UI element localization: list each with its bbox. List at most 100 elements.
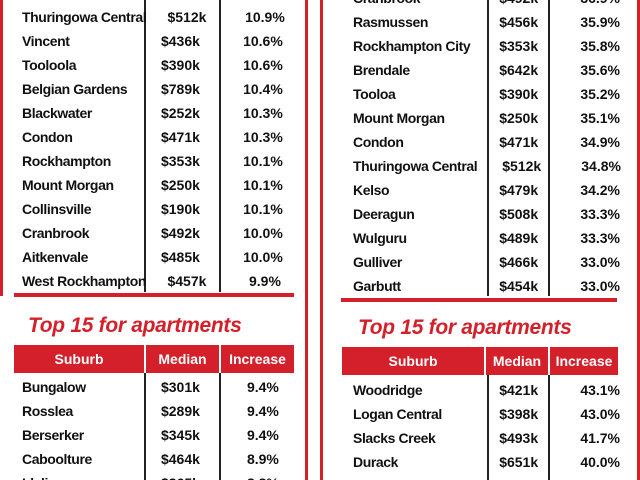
table-row: Gulliver $466k 33.0% bbox=[320, 250, 636, 274]
suburb-cell: Logan Central bbox=[353, 406, 442, 422]
table-row: Rosslea $289k 9.4% bbox=[0, 399, 300, 423]
suburb-cell: Brendale bbox=[353, 62, 410, 78]
table-row: Tooloa $390k 35.2% bbox=[320, 82, 636, 106]
table-row: Berserker $345k 9.4% bbox=[0, 423, 300, 447]
suburb-cell: Durack bbox=[353, 454, 399, 470]
right-left-border bbox=[320, 0, 323, 480]
header-suburb: Suburb bbox=[54, 351, 104, 367]
increase-cell: 10.0% bbox=[243, 249, 283, 265]
increase-cell: 10.1% bbox=[243, 201, 283, 217]
table-row: Blackwater $252k 10.3% bbox=[0, 101, 300, 125]
increase-cell: 10.1% bbox=[243, 153, 283, 169]
increase-cell: 8.8% bbox=[226, 475, 300, 480]
apartments-heading-right: Top 15 for apartments bbox=[358, 316, 572, 339]
median-cell: $512k bbox=[167, 9, 207, 25]
suburb-cell: Thuringowa Central bbox=[22, 9, 147, 25]
median-cell: $479k bbox=[499, 182, 539, 198]
increase-cell: 43.1% bbox=[580, 382, 621, 398]
suburb-cell: Collinsville bbox=[22, 201, 92, 217]
suburb-cell: West Rockhampton bbox=[22, 273, 147, 289]
table-row: Wulguru $489k 33.3% bbox=[320, 226, 636, 250]
increase-cell: 41.7% bbox=[580, 430, 621, 446]
header-divider bbox=[484, 347, 486, 375]
suburb-cell: Vincent bbox=[22, 33, 70, 49]
suburb-cell: Aitkenvale bbox=[22, 249, 89, 265]
increase-cell: 10.0% bbox=[243, 225, 283, 241]
header-suburb: Suburb bbox=[388, 353, 438, 369]
table-row: Bungalow $301k 9.4% bbox=[0, 375, 300, 399]
increase-cell: 9.4% bbox=[246, 379, 279, 395]
column-divider bbox=[548, 0, 550, 296]
increase-cell: 35.1% bbox=[580, 110, 621, 126]
increase-cell: 35.6% bbox=[580, 62, 621, 78]
header-divider bbox=[144, 345, 146, 373]
median-cell: $301k bbox=[160, 379, 200, 395]
suburb-cell: Wulguru bbox=[353, 230, 407, 246]
median-cell: $390k bbox=[499, 86, 539, 102]
suburb-cell: Rockhampton City bbox=[353, 38, 471, 54]
increase-cell: 35.9% bbox=[580, 14, 621, 30]
increase-cell: 36.9% bbox=[564, 0, 636, 6]
table-row: Brendale $642k 35.6% bbox=[320, 58, 636, 82]
median-cell: $365k bbox=[135, 475, 226, 480]
table-row: Durack $651k 40.0% bbox=[320, 450, 636, 474]
increase-cell: 40.0% bbox=[580, 454, 621, 470]
table-row: Deeragun $508k 33.3% bbox=[320, 202, 636, 226]
median-cell: $454k bbox=[499, 278, 539, 294]
increase-cell: 10.9% bbox=[245, 9, 285, 25]
increase-cell: 33.3% bbox=[580, 206, 621, 222]
right-panel: Cranbrook$492k36.9% Rasmussen $456k 35.9% Ro… bbox=[320, 0, 640, 480]
column-divider bbox=[219, 0, 221, 292]
increase-cell: 35.2% bbox=[580, 86, 621, 102]
median-cell: $651k bbox=[499, 454, 539, 470]
suburb-cell: Rosslea bbox=[22, 403, 73, 419]
table-row: Rasmussen $456k 35.9% bbox=[320, 10, 636, 34]
median-cell: $493k bbox=[499, 430, 539, 446]
median-cell: $512k bbox=[502, 158, 542, 174]
column-divider bbox=[487, 375, 489, 480]
median-cell: $789k bbox=[160, 81, 200, 97]
increase-cell: 9.4% bbox=[246, 427, 279, 443]
suburb-cell: Mount Morgan bbox=[353, 110, 445, 126]
median-cell: $508k bbox=[499, 206, 539, 222]
header-median: Median bbox=[492, 353, 542, 369]
table-row: Vincent $436k 10.6% bbox=[0, 29, 300, 53]
apartments-table-right: Woodridge $421k 43.1% Logan Central $398k 43.… bbox=[320, 378, 636, 474]
suburb-cell: Thuringowa Central bbox=[353, 158, 478, 174]
suburb-cell: Rasmussen bbox=[353, 14, 428, 30]
table-row: Slacks Creek $493k 41.7% bbox=[320, 426, 636, 450]
table-bottom-rule bbox=[14, 293, 294, 297]
table-bottom-rule bbox=[341, 298, 617, 302]
houses-table-left: Thuringowa Central $512k 10.9% Vincent $436k… bbox=[0, 5, 300, 293]
suburb-cell: Garbutt bbox=[353, 278, 401, 294]
suburb-cell: Bungalow bbox=[22, 379, 86, 395]
table-row: Idalia$365k8.8% bbox=[0, 471, 300, 480]
median-cell: $390k bbox=[160, 57, 200, 73]
suburb-cell: Kelso bbox=[353, 182, 390, 198]
median-cell: $492k bbox=[160, 225, 200, 241]
suburb-cell: Cranbrook bbox=[22, 225, 90, 241]
header-divider bbox=[219, 345, 221, 373]
header-divider bbox=[548, 347, 550, 375]
increase-cell: 34.9% bbox=[580, 134, 621, 150]
column-divider bbox=[144, 0, 146, 292]
median-cell: $492k bbox=[473, 0, 564, 6]
increase-cell: 10.3% bbox=[243, 129, 283, 145]
median-cell: $250k bbox=[499, 110, 539, 126]
houses-table-right: Cranbrook$492k36.9% Rasmussen $456k 35.9% Ro… bbox=[320, 0, 636, 298]
apartments-heading-left: Top 15 for apartments bbox=[28, 314, 242, 337]
header-median: Median bbox=[158, 351, 207, 367]
table-row: Rockhampton City $353k 35.8% bbox=[320, 34, 636, 58]
suburb-cell: Tooloa bbox=[353, 86, 396, 102]
increase-cell: 10.1% bbox=[243, 177, 283, 193]
table-row: Aitkenvale $485k 10.0% bbox=[0, 245, 300, 269]
median-cell: $457k bbox=[167, 273, 207, 289]
column-divider bbox=[144, 373, 146, 480]
table-row: Logan Central $398k 43.0% bbox=[320, 402, 636, 426]
suburb-cell: Caboolture bbox=[22, 451, 92, 467]
table-row: Caboolture $464k 8.9% bbox=[0, 447, 300, 471]
median-cell: $436k bbox=[160, 33, 200, 49]
median-cell: $466k bbox=[499, 254, 539, 270]
table-row: Kelso $479k 34.2% bbox=[320, 178, 636, 202]
suburb-cell: Gulliver bbox=[353, 254, 402, 270]
